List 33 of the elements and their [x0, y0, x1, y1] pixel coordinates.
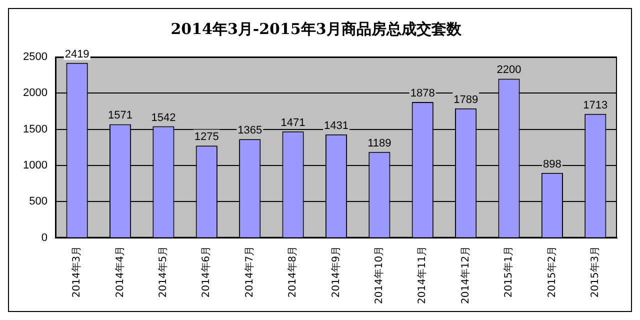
- x-tick-label: 2014年6月: [200, 246, 212, 298]
- x-tick-label: 2015年1月: [502, 246, 515, 298]
- x-tick-label: 2015年3月: [588, 246, 601, 298]
- x-tick-label: 2014年4月: [114, 246, 126, 298]
- y-tick-label: 500: [29, 196, 48, 208]
- data-label: 1571: [108, 110, 133, 122]
- data-label: 1471: [280, 116, 306, 129]
- y-tick-label: 0: [41, 232, 48, 244]
- x-tick-label: 2014年3月: [70, 246, 83, 298]
- x-tick-label: 2014年11月: [416, 246, 428, 304]
- y-tick-label: 2500: [22, 51, 48, 64]
- x-tick-label: 2014年8月: [286, 246, 299, 298]
- data-label: 1542: [151, 112, 176, 124]
- chart-title: 2014年3月-2015年3月商品房总成交套数: [170, 20, 462, 38]
- data-label: 1431: [324, 120, 348, 132]
- y-tick-label: 1500: [22, 123, 48, 136]
- data-label: 898: [543, 158, 562, 170]
- y-tick-label: 2000: [22, 87, 48, 100]
- data-label: 2419: [64, 48, 90, 60]
- x-tick-label: 2014年7月: [243, 246, 256, 298]
- data-label: 1878: [410, 88, 435, 100]
- data-label: 1789: [454, 94, 478, 106]
- data-label: 1189: [368, 137, 392, 150]
- data-label: 2200: [496, 64, 522, 76]
- y-tick-label: 1000: [22, 160, 48, 172]
- x-tick-label: 2014年5月: [157, 246, 170, 298]
- x-tick-label: 2014年9月: [330, 246, 342, 298]
- data-label: 1365: [238, 124, 262, 137]
- data-label: 1713: [583, 99, 608, 112]
- x-tick-label: 2014年12月: [459, 246, 472, 304]
- x-tick-label: 2015年2月: [546, 246, 558, 298]
- x-tick-label: 2014年10月: [373, 246, 386, 304]
- data-label: 1275: [194, 131, 219, 144]
